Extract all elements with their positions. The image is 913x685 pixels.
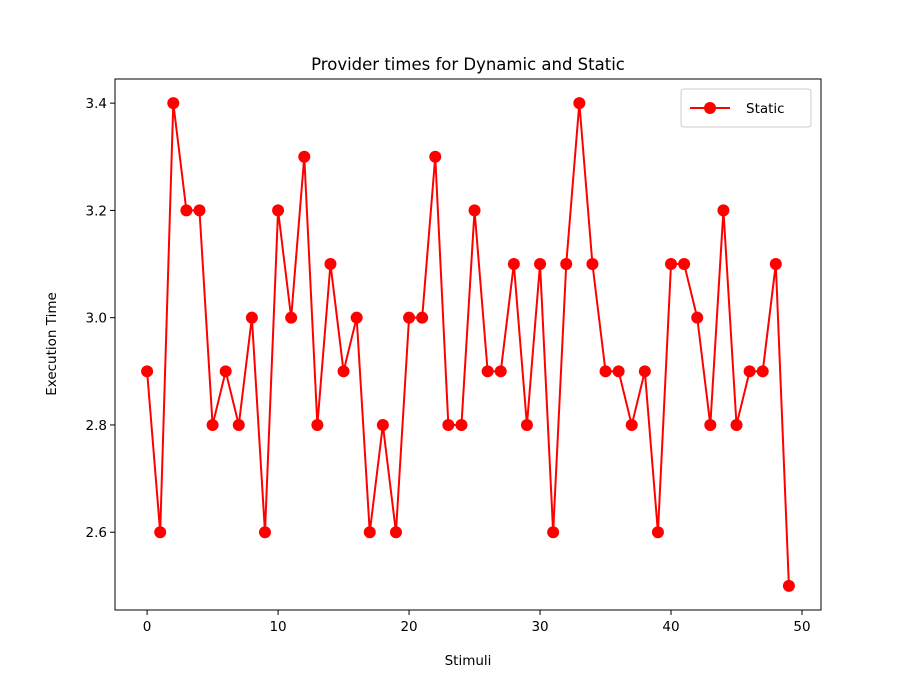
data-point	[704, 418, 717, 431]
data-point	[193, 204, 206, 217]
data-point	[154, 526, 167, 539]
data-point	[599, 365, 612, 378]
data-point	[206, 418, 219, 431]
data-point	[756, 365, 769, 378]
data-point	[743, 365, 756, 378]
x-tick-label: 10	[269, 619, 286, 635]
data-point	[520, 418, 533, 431]
series-line-static	[146, 102, 790, 586]
data-point	[258, 526, 271, 539]
data-point	[272, 204, 285, 217]
data-point	[337, 365, 350, 378]
data-point	[232, 418, 245, 431]
data-point	[403, 311, 416, 324]
data-point	[691, 311, 704, 324]
data-point	[717, 204, 730, 217]
y-axis-label: Execution Time	[44, 292, 60, 396]
x-axis-label: Stimuli	[445, 653, 492, 669]
data-point	[730, 418, 743, 431]
y-tick-label: 2.6	[86, 525, 107, 541]
data-point	[285, 311, 298, 324]
data-point	[416, 311, 429, 324]
data-point	[534, 258, 547, 271]
y-tick-label: 2.8	[86, 418, 107, 434]
data-point	[455, 418, 468, 431]
data-point	[311, 418, 324, 431]
data-point	[547, 526, 560, 539]
data-point	[651, 526, 664, 539]
data-point	[586, 258, 599, 271]
data-point	[141, 365, 154, 378]
data-point	[782, 579, 795, 592]
data-point	[468, 204, 481, 217]
data-point	[560, 258, 573, 271]
x-tick-label: 40	[662, 619, 679, 635]
data-point	[442, 418, 455, 431]
data-point	[494, 365, 507, 378]
x-tick-label: 50	[793, 619, 810, 635]
legend: Static	[680, 88, 812, 128]
data-point	[376, 418, 389, 431]
data-point	[481, 365, 494, 378]
x-tick-label: 0	[143, 619, 152, 635]
data-point	[298, 150, 311, 163]
plot-frame	[114, 78, 822, 611]
plot-area	[114, 78, 822, 611]
y-tick-label: 3.0	[86, 311, 107, 327]
data-point	[245, 311, 258, 324]
data-point	[363, 526, 376, 539]
data-point	[665, 258, 678, 271]
data-point	[219, 365, 232, 378]
data-point	[678, 258, 691, 271]
x-tick-label: 20	[400, 619, 417, 635]
data-point	[573, 97, 586, 110]
chart-title: Provider times for Dynamic and Static	[311, 55, 625, 74]
data-point	[324, 258, 337, 271]
data-point	[638, 365, 651, 378]
y-tick-label: 3.2	[86, 203, 107, 219]
x-tick-label: 30	[531, 619, 548, 635]
y-tick-label: 3.4	[86, 96, 107, 112]
y-axis: 2.6 2.8 3.0 3.2 3.4	[86, 96, 115, 541]
series-layer	[141, 97, 795, 592]
data-point	[625, 418, 638, 431]
legend-frame	[680, 88, 812, 128]
data-point	[507, 258, 520, 271]
data-point	[389, 526, 402, 539]
data-point	[769, 258, 782, 271]
data-point	[429, 150, 442, 163]
data-point	[180, 204, 193, 217]
data-point	[350, 311, 363, 324]
data-point	[167, 97, 180, 110]
legend-marker-static	[704, 102, 716, 114]
legend-label-static: Static	[746, 101, 785, 117]
x-axis: 0 10 20 30 40 50	[143, 610, 811, 635]
data-point	[612, 365, 625, 378]
